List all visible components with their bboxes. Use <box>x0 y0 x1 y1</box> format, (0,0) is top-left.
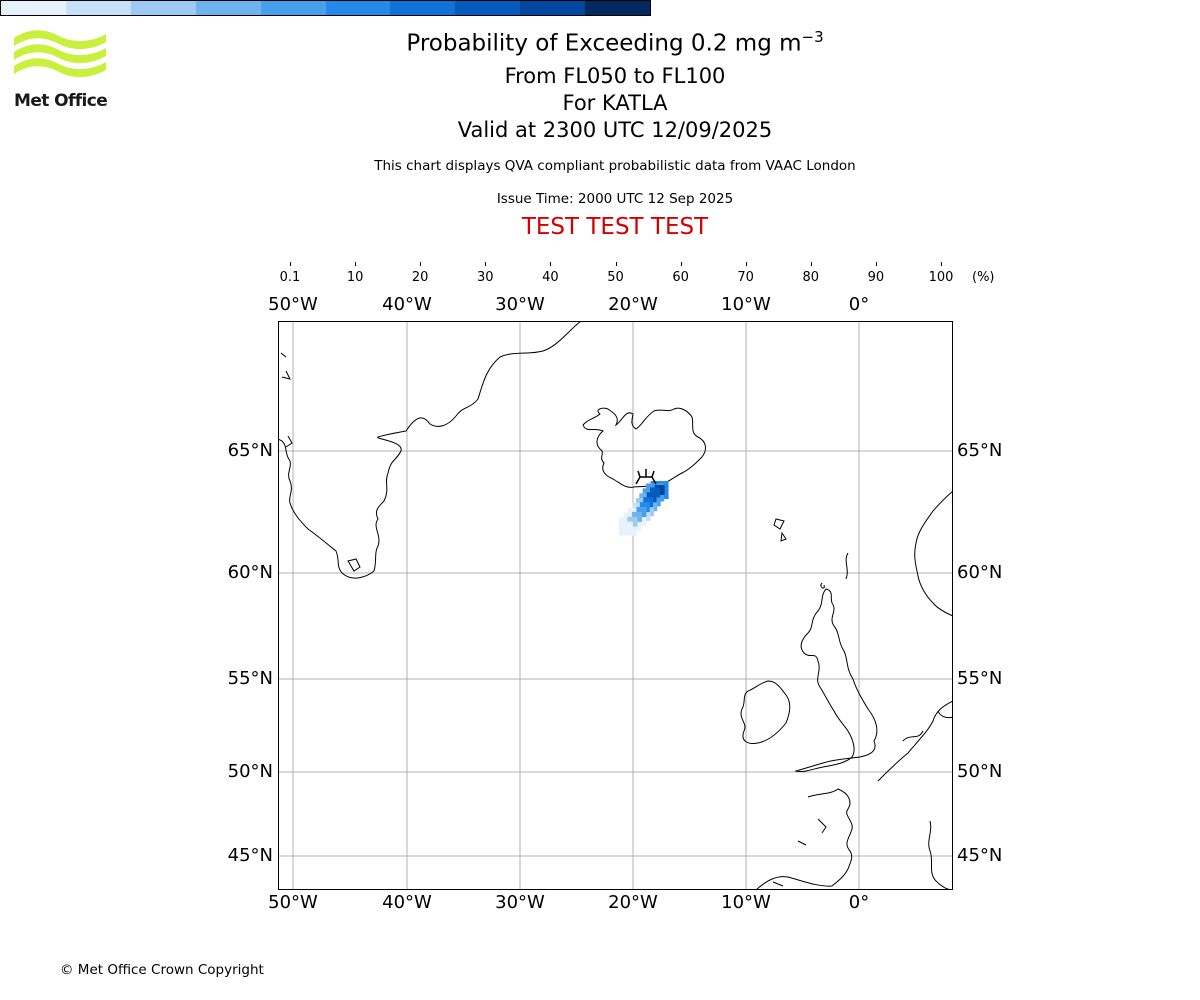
coastline-france <box>755 788 853 890</box>
coastline-europe-north <box>877 700 953 782</box>
longitude-label: 0° <box>848 892 870 913</box>
volcano-name: For KATLA <box>562 91 668 115</box>
longitude-label: 40°W <box>382 294 432 315</box>
colorbar-tick <box>485 262 487 266</box>
colorbar-segment <box>455 1 521 15</box>
latitude-label: 65°N <box>227 440 273 461</box>
longitude-label: 50°W <box>268 892 318 913</box>
gridlines <box>278 321 953 890</box>
colorbar-tick-label: 50 <box>607 270 624 285</box>
colorbar-segment <box>130 1 196 15</box>
latitude-label: 60°N <box>957 562 1003 583</box>
coastline-norway <box>914 490 953 617</box>
latitude-label: 60°N <box>227 562 273 583</box>
latitude-label: 50°N <box>227 761 273 782</box>
coastlines <box>278 321 953 890</box>
colorbar-segment <box>1 1 66 15</box>
colorbar-tick <box>290 262 291 266</box>
longitude-label: 40°W <box>382 892 432 913</box>
colorbar-tick <box>550 262 552 266</box>
colorbar-tick <box>420 262 422 266</box>
colorbar-tick-label: 0.1 <box>279 270 301 285</box>
colorbar-tick-label: 70 <box>737 270 754 285</box>
ash-probability-field <box>618 481 669 536</box>
latitude-label: 50°N <box>957 761 1003 782</box>
issue-time: Issue Time: 2000 UTC 12 Sep 2025 <box>496 191 734 207</box>
coastline-greenland-islands <box>280 352 361 572</box>
colorbar-tick <box>680 262 682 266</box>
colorbar-tick <box>875 262 877 266</box>
latitude-label: 65°N <box>957 440 1003 461</box>
probability-colorbar <box>0 0 651 16</box>
colorbar-tick-label: 80 <box>802 270 820 285</box>
colorbar-segment <box>325 1 391 15</box>
test-banner: TEST TEST TEST <box>521 214 709 240</box>
colorbar-segment <box>585 1 651 15</box>
colorbar-unit: (%) <box>972 270 995 285</box>
longitude-label: 10°W <box>721 294 771 315</box>
colorbar-tick <box>810 262 812 266</box>
ash-cell <box>622 521 633 532</box>
map-panel[interactable] <box>278 321 953 890</box>
longitude-label: 20°W <box>608 294 658 315</box>
latitude-label: 45°N <box>227 845 273 866</box>
colorbar-tick-label: 40 <box>542 270 559 285</box>
volcano-icon <box>635 469 657 485</box>
coastline-shetland <box>820 552 849 589</box>
colorbar-segment <box>260 1 326 15</box>
coastline-iberia <box>928 820 953 890</box>
latitude-label: 45°N <box>957 845 1003 866</box>
colorbar-tick <box>615 262 617 266</box>
flight-level-range: From FL050 to FL100 <box>504 64 726 88</box>
coastline-ireland <box>740 680 791 744</box>
title-text: Probability of Exceeding 0.2 mg m <box>406 30 802 57</box>
copyright-notice: © Met Office Crown Copyright <box>60 962 264 978</box>
longitude-label: 10°W <box>721 892 771 913</box>
colorbar-segment <box>195 1 261 15</box>
coastline-great-britain <box>794 588 878 772</box>
wave-logo-icon <box>14 30 106 78</box>
coastline-iceland <box>582 407 706 488</box>
colorbar-tick-label: 10 <box>346 270 364 285</box>
colorbar-tick <box>355 262 357 266</box>
colorbar-tick-label: 90 <box>867 270 885 285</box>
colorbar-tick-label: 30 <box>477 270 494 285</box>
chart-title: Probability of Exceeding 0.2 mg m−3 <box>0 28 1200 57</box>
map-frame <box>278 321 953 890</box>
map-background <box>278 321 953 890</box>
colorbar-segment <box>390 1 456 15</box>
colorbar-tick <box>745 262 747 266</box>
chart-description: This chart displays QVA compliant probab… <box>374 158 856 174</box>
colorbar-tick <box>941 262 942 266</box>
colorbar-segment <box>520 1 586 15</box>
logo-text: Met Office <box>14 91 108 111</box>
coastline-greenland <box>278 321 582 579</box>
latitude-label: 55°N <box>227 668 273 689</box>
colorbar-tick-label: 100 <box>928 270 954 285</box>
colorbar-segment <box>65 1 131 15</box>
longitude-label: 50°W <box>268 294 318 315</box>
colorbar-tick-label: 60 <box>672 270 689 285</box>
longitude-label: 0° <box>848 294 870 315</box>
latitude-label: 55°N <box>957 668 1003 689</box>
valid-time: Valid at 2300 UTC 12/09/2025 <box>457 118 773 142</box>
met-office-logo: Met Office <box>14 30 109 115</box>
colorbar-tick-label: 20 <box>411 270 429 285</box>
longitude-label: 30°W <box>495 294 545 315</box>
title-superscript: −3 <box>801 28 824 46</box>
coastline-faroe <box>773 518 787 542</box>
longitude-label: 30°W <box>495 892 545 913</box>
coastline-misc <box>772 818 827 887</box>
longitude-label: 20°W <box>608 892 658 913</box>
